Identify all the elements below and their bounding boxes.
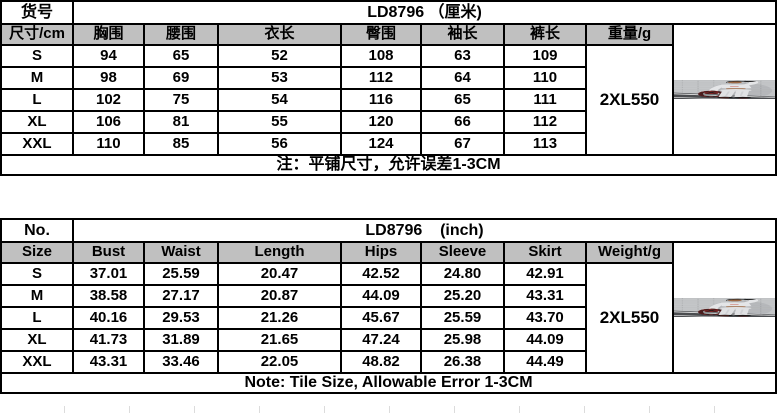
size-table-inch: No. LD8796 (inch) Size Bust Waist Length… bbox=[0, 218, 777, 394]
cm-col-length: 衣长 bbox=[217, 23, 342, 46]
table-row: Note: Tile Size, Allowable Error 1-3CM bbox=[0, 372, 777, 394]
cm-col-waist: 腰围 bbox=[143, 23, 219, 46]
inch-row-l-size: L bbox=[0, 306, 74, 330]
model-photo bbox=[672, 241, 777, 374]
cm-col-hips: 臀围 bbox=[340, 23, 422, 46]
cm-product-label: 货号 bbox=[0, 0, 74, 25]
cm-col-size: 尺寸/cm bbox=[0, 23, 74, 46]
inch-product-code: LD8796 (inch) bbox=[72, 218, 777, 243]
inch-row-xl-size: XL bbox=[0, 328, 74, 352]
table-row: M 98 69 53 112 64 110 bbox=[0, 66, 776, 90]
inch-col-skirt: Skirt bbox=[503, 241, 587, 264]
cm-col-bust: 胸围 bbox=[72, 23, 145, 46]
cm-weight-value: 2XL550 bbox=[585, 44, 674, 156]
spreadsheet-gridline-sliver bbox=[0, 406, 775, 413]
size-table-cm: 货号 LD8796 （厘米) 尺寸/cm 胸围 腰围 衣长 臀围 袖长 裤长 重… bbox=[0, 0, 777, 176]
cm-row-s-size: S bbox=[0, 44, 74, 68]
cm-col-sleeve: 袖长 bbox=[420, 23, 505, 46]
inch-note: Note: Tile Size, Allowable Error 1-3CM bbox=[0, 372, 777, 394]
table-header-row: Size Bust Waist Length Hips Sleeve Skirt… bbox=[0, 241, 777, 374]
inch-col-size: Size bbox=[0, 241, 74, 264]
cm-col-pants: 裤长 bbox=[503, 23, 587, 46]
inch-col-hips: Hips bbox=[340, 241, 422, 264]
inch-col-sleeve: Sleeve bbox=[420, 241, 505, 264]
cm-row-xl-size: XL bbox=[0, 110, 74, 134]
inch-row-xxl-size: XXL bbox=[0, 350, 74, 374]
inch-weight-value: 2XL550 bbox=[585, 262, 674, 374]
table-row: XXL 43.31 33.46 22.05 48.82 26.38 44.49 bbox=[0, 350, 776, 374]
table-row: XXL 110 85 56 124 67 113 bbox=[0, 132, 776, 156]
cm-row-xxl-size: XXL bbox=[0, 132, 74, 156]
inch-col-weight: Weight/g bbox=[585, 241, 674, 264]
inch-col-waist: Waist bbox=[143, 241, 219, 264]
cm-col-weight: 重量/g bbox=[585, 23, 674, 46]
inch-row-s-size: S bbox=[0, 262, 74, 286]
inch-col-bust: Bust bbox=[72, 241, 145, 264]
table-row: XL 41.73 31.89 21.65 47.24 25.98 44.09 bbox=[0, 328, 776, 352]
cm-row-m-size: M bbox=[0, 66, 74, 90]
inch-row-m-size: M bbox=[0, 284, 74, 308]
table-row: L 40.16 29.53 21.26 45.67 25.59 43.70 bbox=[0, 306, 776, 330]
table-row: 货号 LD8796 （厘米) bbox=[0, 0, 777, 25]
table-row: No. LD8796 (inch) bbox=[0, 218, 777, 243]
table-header-row: 尺寸/cm 胸围 腰围 衣长 臀围 袖长 裤长 重量/g bbox=[0, 23, 777, 156]
table-row: S 37.01 25.59 20.47 42.52 24.80 42.91 2X… bbox=[0, 262, 776, 374]
inch-product-label: No. bbox=[0, 218, 74, 243]
table-row: S 94 65 52 108 63 109 2XL550 bbox=[0, 44, 776, 156]
table-row: M 38.58 27.17 20.87 44.09 25.20 43.31 bbox=[0, 284, 776, 308]
cm-product-code: LD8796 （厘米) bbox=[71, 0, 777, 25]
cm-row-l-size: L bbox=[0, 88, 74, 112]
table-row: XL 106 81 55 120 66 112 bbox=[0, 110, 776, 134]
inch-col-length: Length bbox=[217, 241, 342, 264]
table-row: L 102 75 54 116 65 111 bbox=[0, 88, 776, 112]
table-row: 注：平铺尺寸，允许误差1-3CM bbox=[0, 154, 777, 176]
model-photo bbox=[671, 23, 777, 156]
cm-note: 注：平铺尺寸，允许误差1-3CM bbox=[0, 154, 777, 176]
